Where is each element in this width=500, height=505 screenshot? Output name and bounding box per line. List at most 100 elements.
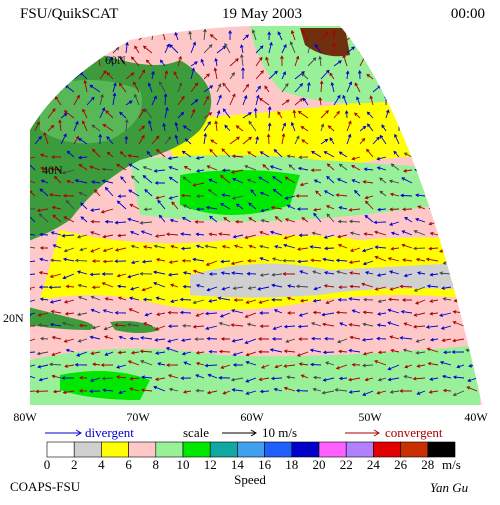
wind-arrow — [90, 247, 101, 253]
wind-arrow — [292, 109, 297, 119]
wind-arrow — [346, 81, 353, 93]
wind-arrow — [362, 363, 374, 368]
wind-arrow — [282, 258, 296, 263]
wind-arrow — [66, 150, 75, 158]
wind-arrow — [179, 297, 192, 302]
wind-arrow — [34, 97, 41, 106]
wind-arrow — [349, 247, 361, 252]
wind-arrow — [130, 56, 140, 67]
colorbar-box — [182, 441, 211, 458]
wind-arrow — [89, 389, 101, 394]
wind-arrow — [216, 94, 222, 106]
wind-arrow — [143, 322, 153, 327]
wind-arrow — [429, 299, 439, 303]
wind-arrow — [244, 338, 257, 344]
wind-arrow — [182, 284, 192, 289]
wind-arrow — [102, 247, 114, 253]
wind-arrow — [68, 59, 75, 67]
wind-arrow — [411, 131, 415, 145]
wind-arrow — [195, 232, 205, 237]
wind-arrow — [376, 336, 387, 341]
colorbar-box — [400, 441, 429, 458]
wind-arrow — [333, 110, 340, 119]
wind-arrow — [248, 120, 257, 132]
wind-arrow — [38, 377, 49, 382]
wind-arrow — [290, 29, 296, 41]
wind-arrow — [130, 260, 140, 265]
wind-arrow — [271, 283, 283, 288]
wind-arrow — [222, 390, 231, 395]
wind-arrow — [76, 234, 88, 239]
wind-arrow — [194, 220, 205, 224]
wind-arrow — [30, 260, 36, 264]
wind-arrow — [192, 299, 205, 305]
wind-arrow — [268, 41, 273, 54]
wind-arrow — [173, 71, 179, 80]
wind-arrow — [41, 30, 49, 41]
wind-arrow — [114, 220, 127, 225]
wind-arrow — [348, 390, 361, 394]
wind-arrow — [424, 83, 433, 93]
wind-arrow — [335, 193, 348, 197]
wind-arrow — [469, 34, 478, 41]
wind-arrow — [389, 270, 400, 275]
wind-arrow — [65, 284, 75, 289]
wind-arrow — [77, 155, 88, 160]
wind-arrow — [205, 205, 218, 210]
wind-arrow — [195, 283, 205, 288]
wind-arrow — [364, 377, 374, 382]
wind-arrow — [209, 148, 218, 158]
wind-arrow — [104, 335, 114, 340]
wind-arrow — [210, 139, 218, 145]
wind-arrow — [41, 98, 49, 106]
wind-arrow — [269, 230, 283, 236]
wind-arrow — [284, 218, 296, 223]
wind-arrow — [377, 312, 387, 316]
wind-arrow — [90, 308, 101, 314]
wind-arrow — [274, 216, 283, 223]
wind-arrow — [181, 217, 192, 223]
wind-arrow — [353, 189, 361, 197]
wind-arrow — [399, 336, 413, 340]
wind-arrow — [147, 82, 153, 93]
wind-arrow — [102, 309, 114, 314]
wind-arrow — [64, 311, 75, 316]
wind-arrow — [86, 96, 95, 106]
wind-arrow — [62, 193, 75, 198]
wind-arrow — [117, 296, 127, 301]
wind-arrow — [79, 375, 88, 380]
wind-arrow — [120, 176, 127, 184]
lon-label: 70W — [126, 410, 150, 424]
wind-arrow — [39, 232, 49, 237]
wind-arrow — [298, 233, 309, 238]
wind-arrow — [402, 169, 413, 173]
wind-arrow — [404, 217, 413, 223]
wind-arrow — [364, 214, 374, 223]
wind-arrow — [362, 322, 374, 327]
wind-arrow — [362, 260, 374, 266]
wind-arrow — [203, 28, 207, 41]
wind-arrow — [310, 362, 322, 367]
wind-arrow — [348, 377, 361, 382]
wind-arrow — [242, 94, 248, 106]
wind-arrow — [265, 56, 270, 67]
wind-arrow — [318, 55, 322, 67]
wind-arrow — [37, 323, 49, 327]
wind-arrow — [99, 40, 105, 54]
wind-arrow — [168, 260, 179, 264]
wind-arrow — [286, 296, 296, 301]
wind-arrow — [466, 386, 478, 392]
wind-arrow — [39, 246, 49, 250]
wind-arrow — [295, 284, 309, 289]
wind-arrow — [363, 167, 374, 172]
wind-arrow — [47, 108, 56, 119]
wind-arrow — [367, 58, 374, 67]
wind-arrow — [424, 95, 429, 106]
wind-arrow — [144, 312, 153, 317]
wind-arrow — [232, 286, 244, 290]
wind-arrow — [379, 177, 387, 184]
wind-arrow — [53, 175, 62, 184]
wind-arrow — [90, 351, 101, 356]
wind-arrow — [81, 57, 88, 67]
wind-arrow — [99, 70, 107, 80]
